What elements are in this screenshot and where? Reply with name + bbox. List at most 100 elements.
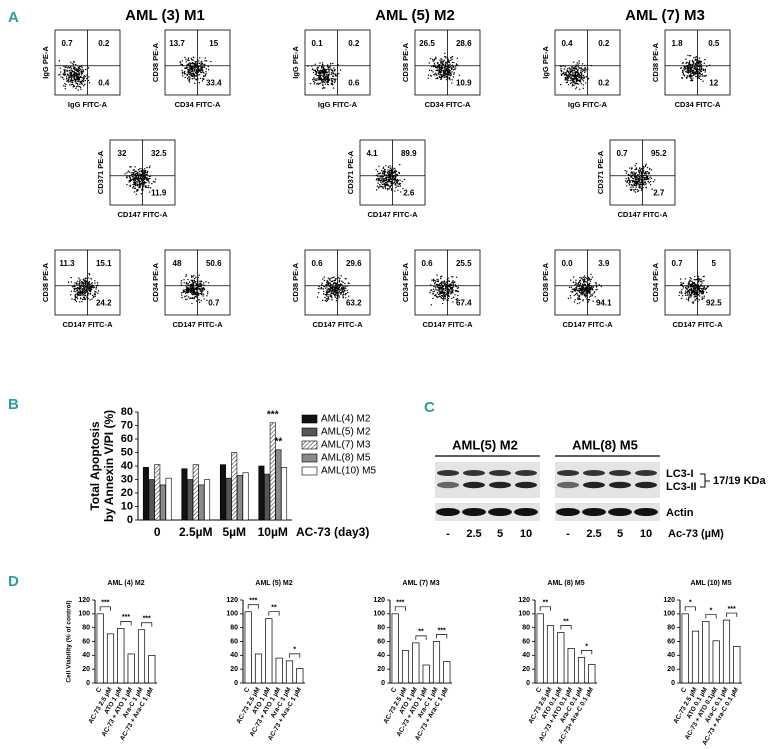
event-dot: [331, 299, 332, 300]
y-tick-label: 80: [667, 625, 675, 632]
event-dot: [631, 184, 632, 185]
event-dot: [338, 295, 339, 296]
event-dot: [318, 75, 319, 76]
event-dot: [435, 289, 436, 290]
event-dot: [686, 66, 687, 67]
significance-bracket: [290, 654, 300, 658]
event-dot: [85, 295, 86, 296]
y-axis-label: CD38 PE-A: [541, 262, 550, 302]
event-dot: [91, 298, 92, 299]
bar: [264, 474, 269, 520]
event-dot: [385, 178, 386, 179]
event-dot: [134, 191, 135, 192]
event-dot: [383, 173, 384, 174]
event-dot: [681, 292, 682, 293]
event-dot: [340, 293, 341, 294]
event-dot: [452, 287, 453, 288]
event-dot: [193, 63, 194, 64]
event-dot: [566, 70, 567, 71]
event-dot: [698, 60, 699, 61]
event-dot: [437, 62, 438, 63]
event-dot: [149, 182, 150, 183]
event-dot: [687, 294, 688, 295]
event-dot: [335, 278, 336, 279]
event-dot: [315, 74, 316, 75]
event-dot: [582, 291, 583, 292]
event-dot: [637, 178, 638, 179]
event-dot: [79, 291, 80, 292]
event-dot: [137, 185, 138, 186]
event-dot: [575, 287, 576, 288]
y-axis-label: CD34 PE-A: [651, 262, 660, 302]
event-dot: [570, 279, 571, 280]
event-dot: [136, 190, 137, 191]
bar: [734, 646, 740, 683]
event-dot: [439, 64, 440, 65]
event-dot: [632, 186, 633, 187]
event-dot: [568, 298, 569, 299]
y-tick-label: 80: [121, 406, 133, 418]
event-dot: [436, 75, 437, 76]
event-dot: [324, 69, 325, 70]
event-dot: [131, 172, 132, 173]
blot-band: [436, 508, 460, 516]
event-dot: [448, 298, 449, 299]
event-dot: [132, 172, 133, 173]
event-dot: [432, 71, 433, 72]
event-dot: [577, 303, 578, 304]
event-dot: [67, 74, 68, 75]
event-dot: [137, 177, 138, 178]
event-dot: [639, 178, 640, 179]
event-dot: [692, 66, 693, 67]
event-dot: [340, 69, 341, 70]
blot-band: [634, 508, 658, 516]
event-dot: [136, 178, 137, 179]
significance-label: **: [275, 436, 283, 447]
event-dot: [575, 88, 576, 89]
event-dot: [182, 60, 183, 61]
event-dot: [138, 186, 139, 187]
event-dot: [701, 299, 702, 300]
event-dot: [71, 281, 72, 282]
event-dot: [575, 294, 576, 295]
event-dot: [570, 78, 571, 79]
event-dot: [385, 183, 386, 184]
event-dot: [393, 179, 394, 180]
event-dot: [440, 79, 441, 80]
event-dot: [685, 290, 686, 291]
event-dot: [78, 66, 79, 67]
event-dot: [149, 167, 150, 168]
blot-group: AML(5) M2: [452, 437, 518, 452]
event-dot: [330, 68, 331, 69]
event-dot: [189, 298, 190, 299]
event-dot: [638, 184, 639, 185]
event-dot: [699, 76, 700, 77]
event-dot: [443, 282, 444, 283]
event-dot: [185, 276, 186, 277]
event-dot: [342, 282, 343, 283]
event-dot: [135, 179, 136, 180]
event-dot: [383, 181, 384, 182]
event-dot: [639, 173, 640, 174]
event-dot: [69, 84, 70, 85]
event-dot: [321, 287, 322, 288]
event-dot: [144, 177, 145, 178]
event-dot: [200, 78, 201, 79]
event-dot: [320, 76, 321, 77]
event-dot: [187, 59, 188, 60]
event-dot: [691, 291, 692, 292]
event-dot: [340, 275, 341, 276]
event-dot: [439, 59, 440, 60]
event-dot: [328, 282, 329, 283]
event-dot: [445, 69, 446, 70]
event-dot: [576, 293, 577, 294]
event-dot: [323, 293, 324, 294]
event-dot: [200, 70, 201, 71]
event-dot: [685, 278, 686, 279]
event-dot: [438, 296, 439, 297]
event-dot: [577, 298, 578, 299]
event-dot: [579, 296, 580, 297]
event-dot: [319, 288, 320, 289]
quadrant-value: 4.1: [366, 149, 378, 158]
event-dot: [699, 290, 700, 291]
